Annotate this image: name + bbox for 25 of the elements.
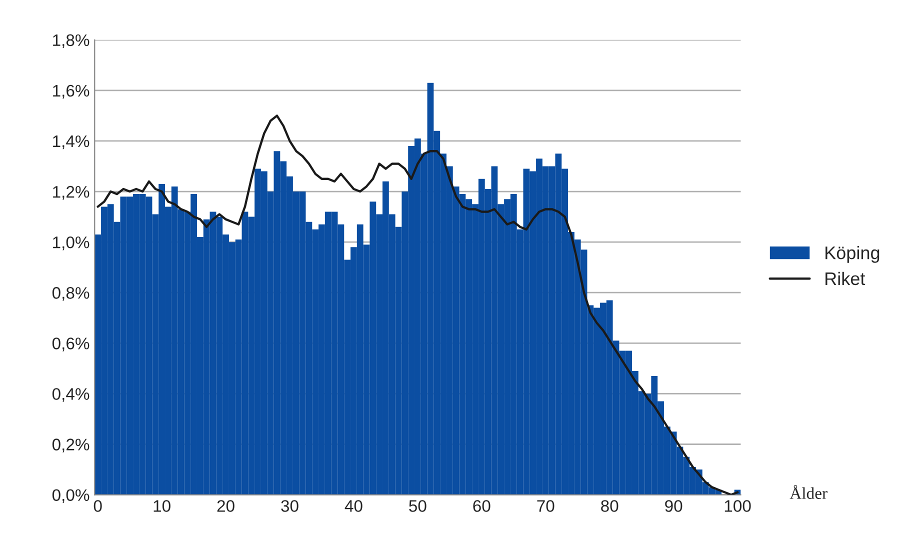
x-tick-label: 40 — [344, 500, 362, 512]
x-tick-label: 70 — [537, 500, 554, 512]
y-tick-label: 1,2% — [53, 186, 90, 200]
x-tick-label: 10 — [154, 500, 170, 512]
y-tick-label: 1,8% — [53, 34, 90, 48]
x-tick-label: 80 — [601, 500, 618, 512]
x-tick-label: 20 — [217, 500, 234, 512]
y-tick-label: 1,4% — [53, 135, 90, 150]
y-tick-label: 0,2% — [52, 438, 90, 452]
y-tick-label: 0,0% — [52, 489, 90, 503]
y-tick-label: 1,0% — [53, 236, 90, 250]
x-tick-label: 50 — [409, 500, 426, 512]
y-tick-label: 0,8% — [52, 287, 90, 301]
legend-label: Köping — [826, 246, 880, 263]
x-tick-label: 90 — [665, 500, 682, 512]
y-tick-label: 1,6% — [53, 84, 90, 99]
x-tick-label: 100 — [724, 500, 751, 512]
y-tick-label: 0,4% — [52, 388, 90, 402]
legend-label: Riket — [826, 272, 866, 286]
x-tick-label: 30 — [281, 500, 298, 512]
x-axis-title: Ålder — [790, 485, 828, 499]
x-tick-label: 60 — [473, 500, 490, 512]
line-series — [96, 114, 739, 495]
y-tick-label: 0,6% — [52, 338, 90, 352]
x-tick-label: 0 — [94, 500, 102, 512]
